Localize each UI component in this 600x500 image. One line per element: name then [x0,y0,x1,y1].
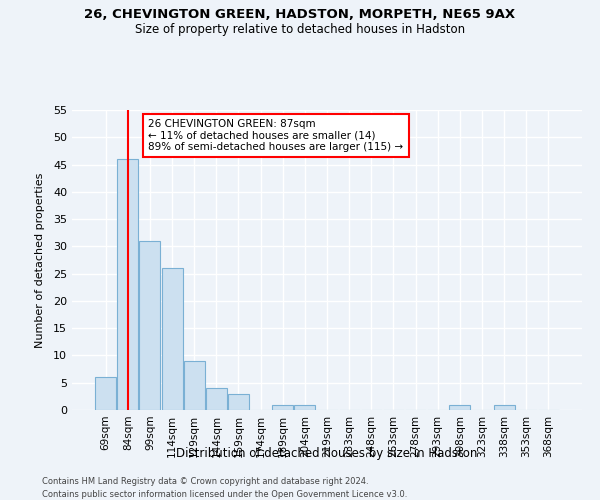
Bar [184,361,205,410]
Text: 26, CHEVINGTON GREEN, HADSTON, MORPETH, NE65 9AX: 26, CHEVINGTON GREEN, HADSTON, MORPETH, … [85,8,515,20]
Bar [95,378,116,410]
Bar [139,241,160,410]
Text: Contains HM Land Registry data © Crown copyright and database right 2024.: Contains HM Land Registry data © Crown c… [42,478,368,486]
Bar [206,388,227,410]
Bar [228,394,249,410]
Text: Contains public sector information licensed under the Open Government Licence v3: Contains public sector information licen… [42,490,407,499]
Y-axis label: Number of detached properties: Number of detached properties [35,172,44,348]
Bar [118,159,139,410]
Bar [295,404,316,410]
Text: Distribution of detached houses by size in Hadston: Distribution of detached houses by size … [176,448,478,460]
Text: 26 CHEVINGTON GREEN: 87sqm
← 11% of detached houses are smaller (14)
89% of semi: 26 CHEVINGTON GREEN: 87sqm ← 11% of deta… [149,119,404,152]
Bar [272,404,293,410]
Text: Size of property relative to detached houses in Hadston: Size of property relative to detached ho… [135,22,465,36]
Bar [449,404,470,410]
Bar [494,404,515,410]
Bar [161,268,182,410]
